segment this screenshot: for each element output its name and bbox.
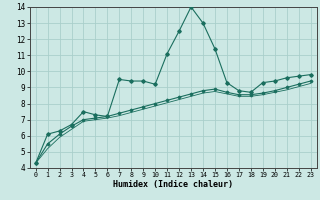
X-axis label: Humidex (Indice chaleur): Humidex (Indice chaleur)	[113, 180, 233, 189]
